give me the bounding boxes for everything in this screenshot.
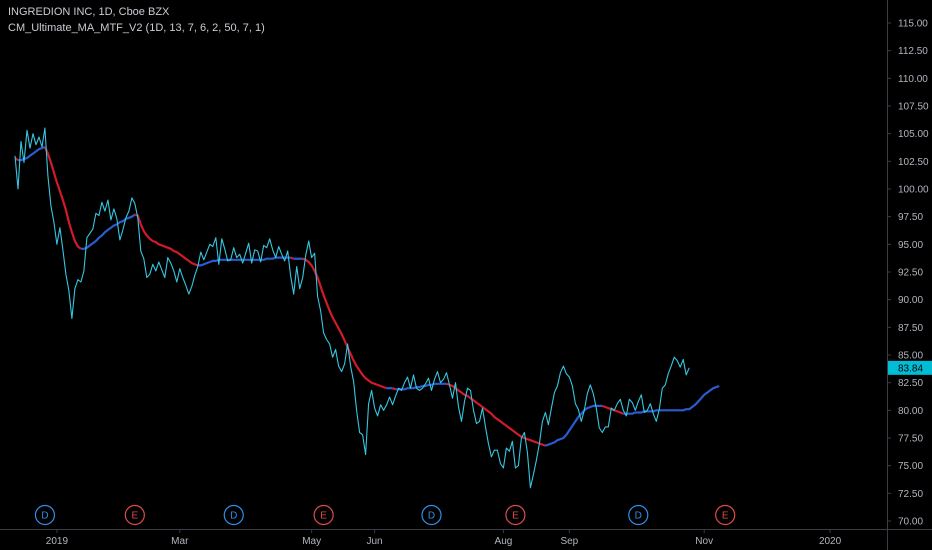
last-price-tag: 83.84: [888, 360, 932, 375]
event-marker-label: E: [722, 511, 729, 522]
event-marker-label: E: [512, 511, 519, 522]
y-tick-label: 87.50: [898, 323, 923, 334]
last-price-tag-label: 83.84: [898, 363, 923, 374]
moving-average-segment: [446, 382, 546, 447]
y-tick-label: 112.50: [898, 46, 928, 57]
moving-average-segment: [43, 146, 82, 250]
earnings-marker[interactable]: E: [313, 504, 334, 526]
y-tick-label: 102.50: [898, 157, 929, 168]
symbol-legend[interactable]: INGREDION INC, 1D, Cboe BZX: [8, 6, 170, 18]
event-marker-label: D: [635, 511, 642, 522]
earnings-marker[interactable]: E: [715, 504, 736, 526]
y-tick-label: 80.00: [898, 406, 923, 417]
y-tick-label: 115.00: [898, 19, 928, 30]
x-tick-label: Mar: [171, 536, 189, 547]
y-tick-label: 75.00: [898, 461, 923, 472]
moving-average-segment: [623, 384, 720, 415]
price-axis[interactable]: 70.00 72.50 75.00 77.50 80.00 82.50 85.00 87.50…: [887, 0, 929, 550]
y-tick-label: 97.50: [898, 212, 923, 223]
dividend-marker[interactable]: D: [421, 504, 442, 526]
event-marker-label: D: [428, 511, 435, 522]
x-tick-label: Nov: [695, 536, 713, 547]
y-tick-label: 95.00: [898, 240, 923, 251]
y-tick-label: 105.00: [898, 129, 929, 140]
event-marker-circle: [34, 504, 56, 526]
moving-average-segment: [134, 213, 199, 267]
x-tick-label: May: [302, 536, 321, 547]
y-tick-label: 90.00: [898, 295, 923, 306]
moving-average-segment: [545, 404, 603, 447]
event-marker-circle: [421, 504, 442, 526]
event-marker-label: D: [41, 511, 48, 522]
x-tick-label: 2020: [819, 536, 842, 547]
x-tick-label: Jun: [367, 536, 383, 547]
moving-average-segment: [395, 382, 447, 391]
dividend-marker[interactable]: D: [628, 504, 649, 526]
event-marker-label: E: [132, 511, 139, 522]
y-tick-label: 107.50: [898, 102, 929, 113]
event-marker-circle: [223, 504, 244, 526]
x-tick-label: Aug: [495, 536, 513, 547]
dividend-marker[interactable]: D: [223, 504, 244, 526]
time-axis[interactable]: 2019 Mar May Jun Aug Sep Nov 2020: [0, 529, 932, 547]
y-tick-label: 72.50: [898, 489, 923, 500]
event-marker-circle: [313, 504, 334, 526]
y-tick-label: 70.00: [898, 517, 923, 528]
event-marker-circle: [505, 504, 526, 526]
y-tick-label: 85.00: [898, 351, 923, 362]
moving-average-segment: [18, 145, 46, 162]
event-marker-circle: [628, 504, 649, 526]
moving-average-segment: [392, 387, 396, 391]
event-marker-label: D: [230, 511, 237, 522]
dividend-marker[interactable]: D: [34, 504, 56, 526]
event-marker-circle: [715, 504, 736, 526]
y-tick-label: 92.50: [898, 268, 923, 279]
y-tick-label: 82.50: [898, 378, 923, 389]
y-tick-label: 77.50: [898, 434, 923, 445]
last-price-tag-box: [888, 360, 932, 375]
y-tick-label: 100.00: [898, 185, 929, 196]
earnings-marker[interactable]: E: [124, 504, 145, 526]
indicator-legend[interactable]: CM_Ultimate_MA_MTF_V2 (1D, 13, 7, 6, 2, …: [8, 22, 265, 34]
price-line: [14, 127, 690, 489]
event-marker-circle: [124, 504, 145, 526]
x-tick-label: 2019: [46, 536, 69, 547]
y-tick-label: 110.00: [898, 74, 928, 85]
moving-average-segment: [290, 256, 295, 260]
earnings-marker[interactable]: E: [505, 504, 526, 526]
x-tick-label: Sep: [560, 536, 578, 547]
event-marker-label: E: [320, 511, 327, 522]
plot-area[interactable]: [14, 127, 720, 489]
